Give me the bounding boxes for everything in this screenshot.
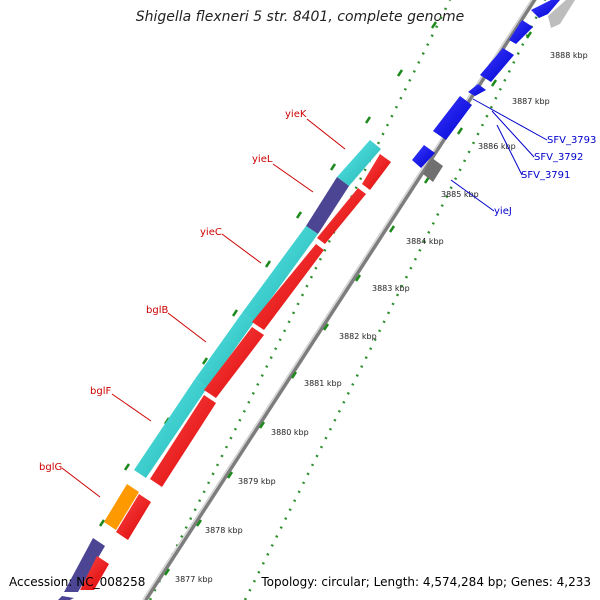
tick-label-3877: 3877 kbp	[175, 575, 213, 584]
tick-3888: 3888 kbp	[525, 31, 588, 60]
tick-label-3883: 3883 kbp	[372, 284, 410, 293]
gene-left-bottom-purple[interactable]	[64, 538, 105, 592]
topology-label: Topology: circular; Length: 4,574,284 bp…	[261, 575, 591, 589]
accession-label: Accession: NC_008258	[9, 575, 146, 589]
gene-red-6[interactable]	[116, 494, 151, 540]
tick-label-3884: 3884 kbp	[406, 237, 444, 246]
tick-label-3886: 3886 kbp	[478, 142, 516, 151]
genome-backbone	[142, 0, 537, 600]
gene-blue-top-1[interactable]	[531, 0, 560, 18]
gene-label-SFV_3793: SFV_3793	[547, 135, 596, 146]
map-title: Shigella flexneri 5 str. 8401, complete …	[135, 9, 465, 25]
gene-yieK[interactable]	[337, 140, 381, 186]
tick-label-3888: 3888 kbp	[550, 51, 588, 60]
gene-label-bglF: bglF	[90, 386, 111, 397]
tick-3879: 3879 kbp	[226, 471, 276, 486]
tick-3877: 3877 kbp	[163, 568, 213, 584]
tick-label-3882: 3882 kbp	[339, 332, 377, 341]
gene-bglF[interactable]	[134, 379, 207, 478]
gene-red-3[interactable]	[252, 244, 324, 330]
tick-3882: 3882 kbp	[322, 323, 377, 341]
forward-strand-genes	[412, 0, 575, 182]
gene-left-bottom-purple-2[interactable]	[58, 596, 74, 600]
tick-3878: 3878 kbp	[195, 519, 243, 535]
tick-label-3881: 3881 kbp	[304, 379, 342, 388]
gene-blue-SFV_3792[interactable]	[412, 145, 435, 168]
tick-3887: 3887 kbp	[490, 79, 550, 106]
tick-label-3880: 3880 kbp	[271, 428, 309, 437]
gene-red-1[interactable]	[362, 154, 391, 190]
gene-label-yieC: yieC	[200, 227, 222, 238]
gene-blue-2[interactable]	[509, 20, 533, 44]
gene-label-yieL: yieL	[252, 154, 273, 165]
gene-red-2[interactable]	[317, 188, 366, 244]
gene-blue-3[interactable]	[480, 48, 514, 82]
gene-label-yieJ: yieJ	[494, 206, 512, 217]
gene-label-SFV_3791: SFV_3791	[521, 170, 570, 181]
gene-yieJ[interactable]	[423, 158, 443, 182]
tick-group: 3877 kbp 3878 kbp 3879 kbp 3880 kbp 3881…	[98, 21, 588, 584]
gene-bglG[interactable]	[104, 484, 139, 530]
gene-yieL[interactable]	[306, 177, 349, 234]
tick-3884: 3884 kbp	[388, 225, 444, 246]
gene-bglB[interactable]	[195, 313, 254, 388]
gene-red-7[interactable]	[80, 556, 109, 590]
gene-label-SFV_3792: SFV_3792	[534, 152, 583, 163]
gene-gray-top[interactable]	[548, 0, 575, 28]
gene-red-5[interactable]	[150, 395, 216, 487]
gene-blue-4[interactable]	[468, 84, 486, 96]
genome-backbone-highlight	[142, 0, 533, 600]
tick-label-3887: 3887 kbp	[512, 97, 550, 106]
reverse-strand-genes	[58, 140, 391, 600]
tick-3880: 3880 kbp	[258, 421, 309, 437]
gene-label-bglG: bglG	[39, 462, 62, 473]
tick-3883: 3883 kbp	[354, 274, 410, 293]
tick-track-right	[243, 0, 547, 600]
label-leaders	[61, 98, 548, 498]
gene-label-bglB: bglB	[146, 305, 168, 316]
tick-3886: 3886 kbp	[456, 127, 516, 151]
gene-label-yieK: yieK	[285, 109, 307, 120]
gene-blue-SFV_3793[interactable]	[433, 96, 472, 140]
tick-label-3885: 3885 kbp	[441, 190, 479, 199]
tick-label-3878: 3878 kbp	[205, 526, 243, 535]
tick-track-left	[148, 0, 452, 600]
tick-3881: 3881 kbp	[290, 371, 342, 388]
gene-red-4[interactable]	[204, 327, 264, 398]
tick-label-3879: 3879 kbp	[238, 477, 276, 486]
gene-yieC[interactable]	[242, 226, 318, 322]
